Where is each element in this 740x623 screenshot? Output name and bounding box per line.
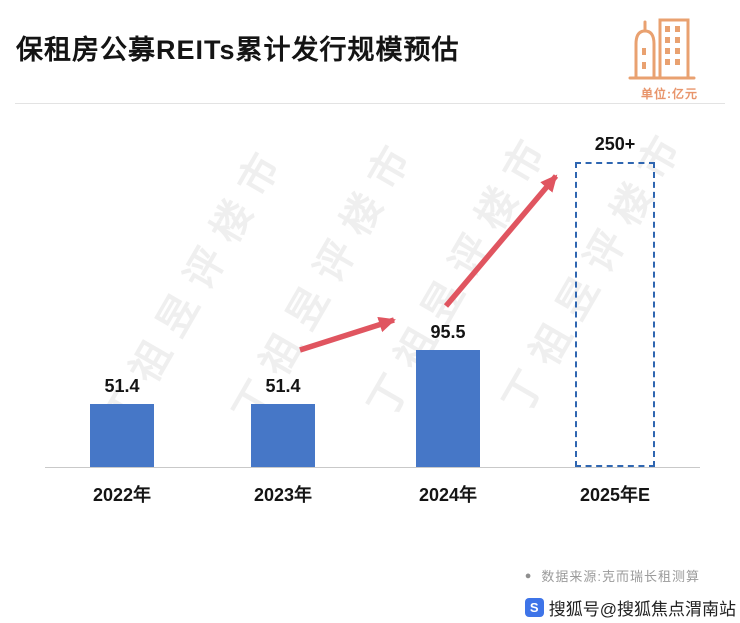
bar-2025e-forecast bbox=[575, 162, 655, 467]
bar-group-2024: 95.5 bbox=[416, 322, 480, 467]
bar-group-2025e: 250+ bbox=[575, 134, 655, 467]
sohu-watermark-text: 搜狐号@搜狐焦点渭南站 bbox=[548, 600, 736, 619]
x-tick-2025e: 2025年E bbox=[579, 485, 651, 505]
bar-value-label: 95.5 bbox=[430, 322, 466, 342]
x-tick-2023: 2023年 bbox=[253, 485, 313, 505]
data-source: ● 数据来源:克而瑞长租测算 bbox=[525, 566, 700, 585]
bar-2023 bbox=[251, 404, 315, 467]
buildings-icon bbox=[628, 8, 696, 91]
source-text: 数据来源:克而瑞长租测算 bbox=[541, 569, 700, 584]
header-divider bbox=[15, 103, 725, 104]
unit-label: 单位:亿元 bbox=[641, 87, 698, 101]
source-bullet-icon: ● bbox=[524, 569, 533, 582]
bar-2022 bbox=[90, 404, 154, 467]
sohu-watermark: S 搜狐号@搜狐焦点渭南站 bbox=[524, 595, 736, 620]
bar-2024 bbox=[416, 350, 480, 467]
bar-group-2022: 51.4 bbox=[90, 376, 154, 467]
page-title: 保租房公募REITs累计发行规模预估 bbox=[16, 35, 460, 65]
x-tick-2022: 2022年 bbox=[92, 485, 152, 505]
x-tick-2024: 2024年 bbox=[418, 485, 478, 505]
bar-value-label: 51.4 bbox=[265, 376, 301, 396]
sohu-logo-icon: S bbox=[524, 598, 544, 617]
bar-value-label: 250+ bbox=[594, 134, 636, 154]
bar-group-2023: 51.4 bbox=[251, 376, 315, 467]
x-axis-line bbox=[45, 467, 700, 468]
bar-value-label: 51.4 bbox=[104, 376, 140, 396]
